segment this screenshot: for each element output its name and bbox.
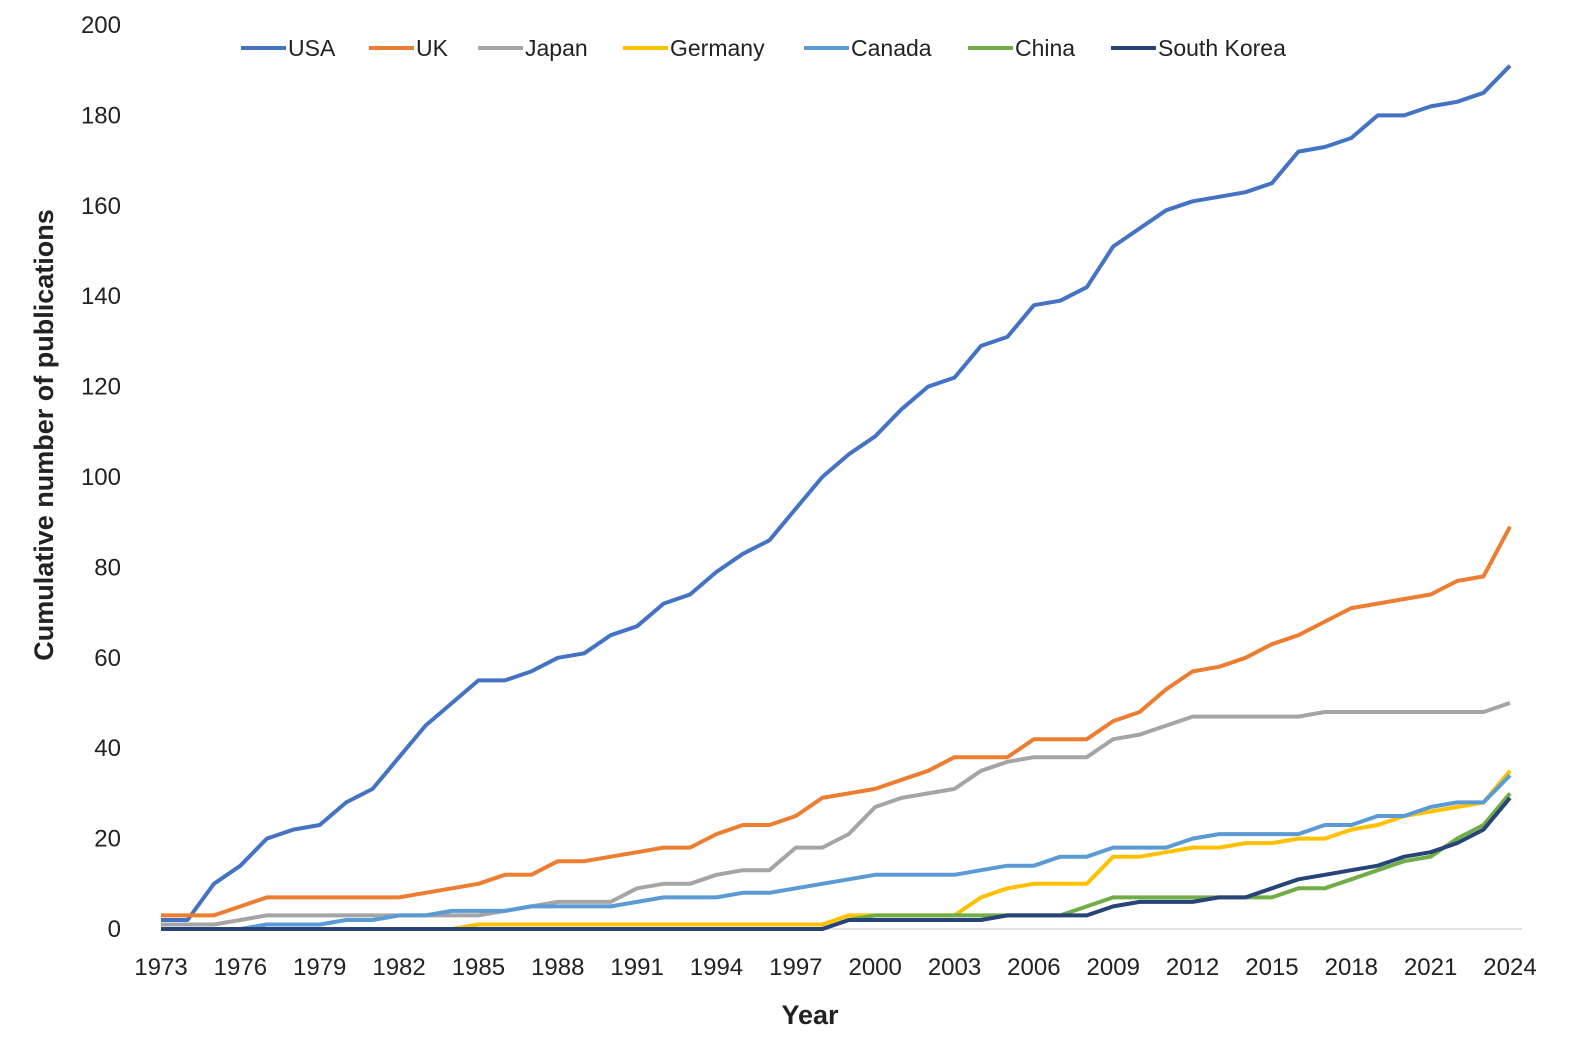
y-tick-label: 60 xyxy=(94,645,121,672)
x-tick-label: 2003 xyxy=(928,954,981,981)
x-tick-label: 2012 xyxy=(1166,954,1219,981)
x-tick-label: 1973 xyxy=(134,954,187,981)
legend-item: Germany xyxy=(623,35,765,61)
x-tick-label: 1991 xyxy=(610,954,663,981)
y-tick-label: 200 xyxy=(81,12,121,39)
legend-label: USA xyxy=(288,35,336,61)
legend-item: South Korea xyxy=(1111,35,1286,61)
y-tick-label: 100 xyxy=(81,464,121,491)
legend-item: Canada xyxy=(804,35,932,61)
series-line-japan xyxy=(161,701,1511,927)
series-line-south-korea xyxy=(161,796,1512,931)
x-tick-label: 2021 xyxy=(1404,954,1457,981)
legend-item: China xyxy=(968,35,1075,61)
series-line-canada xyxy=(161,773,1512,931)
x-tick-label: 1982 xyxy=(372,954,425,981)
y-tick-label: 40 xyxy=(94,735,121,762)
legend-item: Japan xyxy=(478,35,588,61)
x-tick-label: 1994 xyxy=(690,954,743,981)
legend-label: Japan xyxy=(525,35,588,61)
y-tick-label: 120 xyxy=(81,374,121,401)
y-tick-label: 80 xyxy=(94,554,121,581)
legend-item: UK xyxy=(369,35,449,61)
legend-label: South Korea xyxy=(1158,35,1286,61)
x-tick-label: 1985 xyxy=(452,954,505,981)
y-tick-label: 20 xyxy=(94,826,121,853)
x-tick-label: 1976 xyxy=(214,954,267,981)
y-tick-label: 160 xyxy=(81,193,121,220)
x-tick-label: 2024 xyxy=(1483,954,1536,981)
legend-label: Germany xyxy=(670,35,765,61)
y-tick-label: 140 xyxy=(81,283,121,310)
legend-label: UK xyxy=(416,35,449,61)
x-tick-label: 2009 xyxy=(1087,954,1140,981)
series-line-china xyxy=(161,792,1512,931)
legend-item: USA xyxy=(241,35,336,61)
x-tick-label: 1997 xyxy=(769,954,822,981)
series-line-usa xyxy=(161,64,1512,922)
y-tick-label: 180 xyxy=(81,102,121,129)
legend-label: China xyxy=(1015,35,1075,61)
series-line-uk xyxy=(161,525,1512,918)
x-tick-label: 2006 xyxy=(1007,954,1060,981)
x-tick-label: 2000 xyxy=(848,954,901,981)
x-tick-label: 1979 xyxy=(293,954,346,981)
x-tick-label: 2018 xyxy=(1325,954,1378,981)
y-axis-title: Cumulative number of publications xyxy=(29,209,59,661)
x-axis-title: Year xyxy=(781,1000,839,1030)
legend-label: Canada xyxy=(851,35,932,61)
x-tick-label: 1988 xyxy=(531,954,584,981)
x-tick-label: 2015 xyxy=(1245,954,1298,981)
y-tick-label: 0 xyxy=(108,916,121,943)
